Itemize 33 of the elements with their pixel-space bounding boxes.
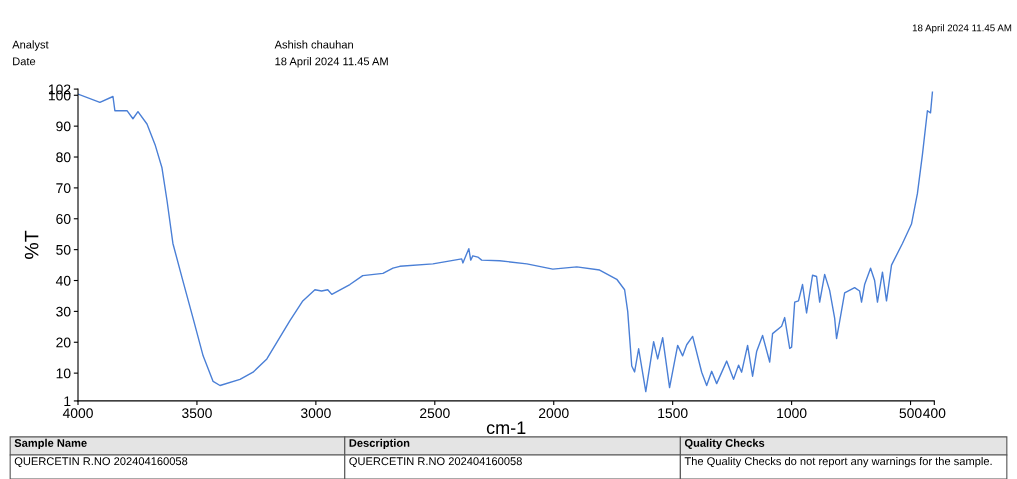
y-tick-label: 20 bbox=[56, 337, 71, 348]
y-tick-label: 70 bbox=[56, 183, 71, 194]
text: Sample Name bbox=[14, 438, 87, 450]
text: QUERCETIN R.NO 202404160058 bbox=[349, 457, 522, 468]
y-tick-label: 10 bbox=[56, 368, 71, 379]
x-tick-label: 3000 bbox=[300, 408, 331, 419]
x-axis-title: cm-1 bbox=[486, 421, 526, 435]
y-tick-label: 90 bbox=[56, 121, 71, 132]
text: The Quality Checks do not report any warnings for the sample. bbox=[684, 456, 992, 468]
x-tick-label: 3500 bbox=[182, 408, 212, 419]
x-tick-label: 500 bbox=[899, 408, 922, 419]
y-tick-label: 40 bbox=[55, 275, 71, 286]
y-tick-label: 80 bbox=[56, 152, 71, 163]
y-tick-label: 1 bbox=[64, 396, 71, 406]
text: QUERCETIN R.NO 202404160058 bbox=[14, 457, 188, 468]
x-tick-label: 400 bbox=[923, 408, 946, 419]
text: Quality Checks bbox=[684, 438, 765, 450]
text: 18 April 2024 11.45 AM bbox=[275, 57, 388, 68]
y-axis-title: %T bbox=[24, 230, 39, 259]
text: 18 April 2024 11.45 AM bbox=[912, 24, 1012, 34]
text: Ashish chauhan bbox=[274, 40, 353, 49]
text: Date bbox=[13, 57, 36, 66]
y-tick-label: 30 bbox=[56, 306, 71, 317]
x-tick-label: 2500 bbox=[420, 408, 450, 419]
text: Description bbox=[349, 438, 410, 450]
x-tick-label: 1500 bbox=[658, 408, 688, 419]
y-tick-label: 60 bbox=[56, 214, 71, 224]
x-tick-label: 2000 bbox=[538, 408, 569, 419]
y-tick-label: 50 bbox=[56, 244, 71, 255]
text: Analyst bbox=[12, 40, 49, 51]
line-series bbox=[78, 91, 934, 393]
x-tick-label: 4000 bbox=[62, 408, 93, 419]
x-tick-label: 1000 bbox=[777, 408, 807, 419]
